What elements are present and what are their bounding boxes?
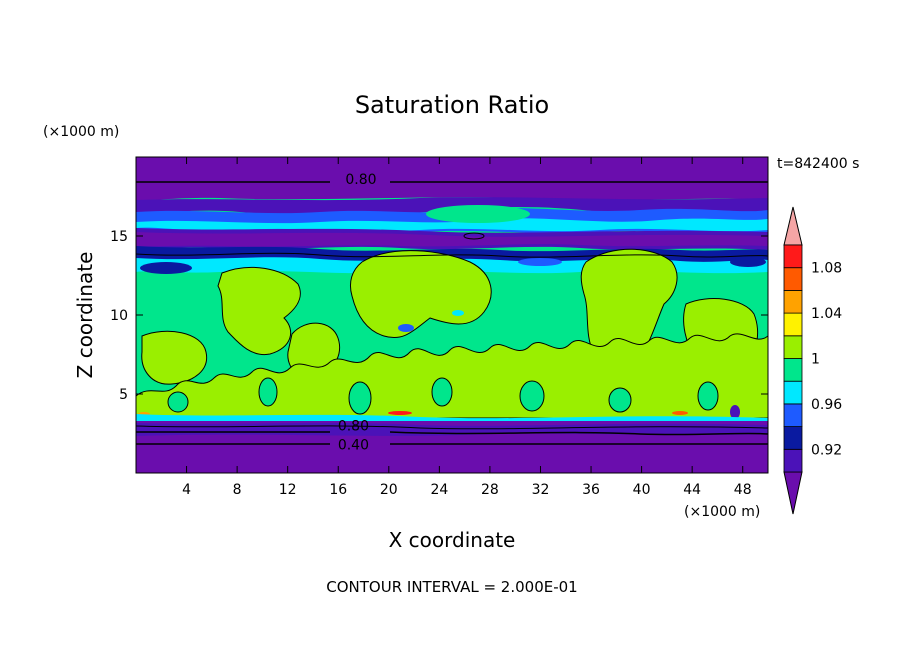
field-blue-pocket <box>398 324 414 332</box>
colorbar-swatch <box>783 448 803 473</box>
field-green-hole <box>697 381 719 411</box>
field-green-hole <box>258 377 278 407</box>
y-tick-label: 15 <box>110 229 128 245</box>
colorbar-swatch <box>783 380 803 405</box>
x-tick-label: 40 <box>633 482 651 498</box>
colorbar: 0.92 0.96 1 1.04 1.08 <box>783 206 842 515</box>
field-upper-band <box>136 197 768 215</box>
contour-line <box>463 232 485 240</box>
colorbar-swatch <box>783 403 803 427</box>
field-purple-layer <box>136 232 768 247</box>
contour-line <box>136 252 768 258</box>
x-axis-unit: (×1000 m) <box>684 504 760 520</box>
field-blue-patch <box>518 258 562 266</box>
field-green-hole <box>608 387 632 413</box>
x-tick-label: 16 <box>329 482 347 498</box>
colorbar-swatch <box>783 267 803 291</box>
colorbar-label: 1.08 <box>811 261 842 277</box>
field-red-pocket <box>672 411 688 415</box>
field-blue-pocket <box>730 405 740 419</box>
contour-line <box>136 425 768 430</box>
x-axis-label: X coordinate <box>389 528 516 552</box>
contour-interval-note: CONTOUR INTERVAL = 2.000E-01 <box>326 578 577 596</box>
y-axis-label: Z coordinate <box>73 252 97 379</box>
x-tick-label: 28 <box>481 482 499 498</box>
colorbar-swatch <box>783 335 803 359</box>
field-green-hole <box>167 391 189 413</box>
x-tick-label: 32 <box>532 482 550 498</box>
x-axis: 4 8 12 16 20 24 28 32 36 40 44 48 <box>182 157 752 498</box>
contour-line <box>136 431 768 436</box>
x-tick-label: 4 <box>182 482 191 498</box>
colorbar-label: 0.96 <box>811 397 842 413</box>
colorbar-label: 1 <box>811 352 820 368</box>
plot-area <box>136 157 768 473</box>
x-tick-label: 24 <box>430 482 448 498</box>
colorbar-label: 0.92 <box>811 442 842 458</box>
field-plume <box>141 330 208 385</box>
colorbar-label: 1.04 <box>811 306 842 322</box>
field-upper-purple <box>136 157 768 201</box>
colorbar-swatch <box>783 426 803 450</box>
x-tick-label: 12 <box>279 482 297 498</box>
x-tick-label: 8 <box>233 482 242 498</box>
time-label: t=842400 s <box>777 156 859 172</box>
chart-title: Saturation Ratio <box>355 91 549 119</box>
x-tick-label: 44 <box>683 482 701 498</box>
x-tick-label: 48 <box>734 482 752 498</box>
x-tick-label: 20 <box>380 482 398 498</box>
field-upper-cell <box>426 205 530 223</box>
contour-labels: 0.80 0.80 0.40 <box>338 172 377 453</box>
colorbar-swatch <box>783 312 803 337</box>
colorbar-swatch <box>783 358 803 382</box>
colorbar-swatch <box>783 244 803 269</box>
field-green-hole <box>348 381 372 415</box>
field-green-hole <box>431 377 453 407</box>
field-blue-patch <box>730 257 766 267</box>
colorbar-lower-arrow <box>783 471 803 515</box>
field-cyan-ribbon <box>136 218 768 232</box>
field-plume <box>217 267 301 356</box>
field-blue-patch <box>140 262 192 274</box>
y-axis: 5 10 15 <box>110 229 768 403</box>
contour-label: 0.80 <box>345 172 376 188</box>
contour-label: 0.80 <box>338 419 369 435</box>
field-red-pocket <box>388 411 412 415</box>
x-tick-label: 36 <box>582 482 600 498</box>
colorbar-upper-arrow <box>783 206 803 246</box>
contour-label: 0.40 <box>338 438 369 454</box>
field-green-hole <box>519 380 545 412</box>
y-axis-unit: (×1000 m) <box>43 124 119 140</box>
y-tick-label: 5 <box>119 387 128 403</box>
colorbar-swatch <box>783 289 803 314</box>
y-tick-label: 10 <box>110 308 128 324</box>
field-blue-pocket <box>452 310 464 316</box>
